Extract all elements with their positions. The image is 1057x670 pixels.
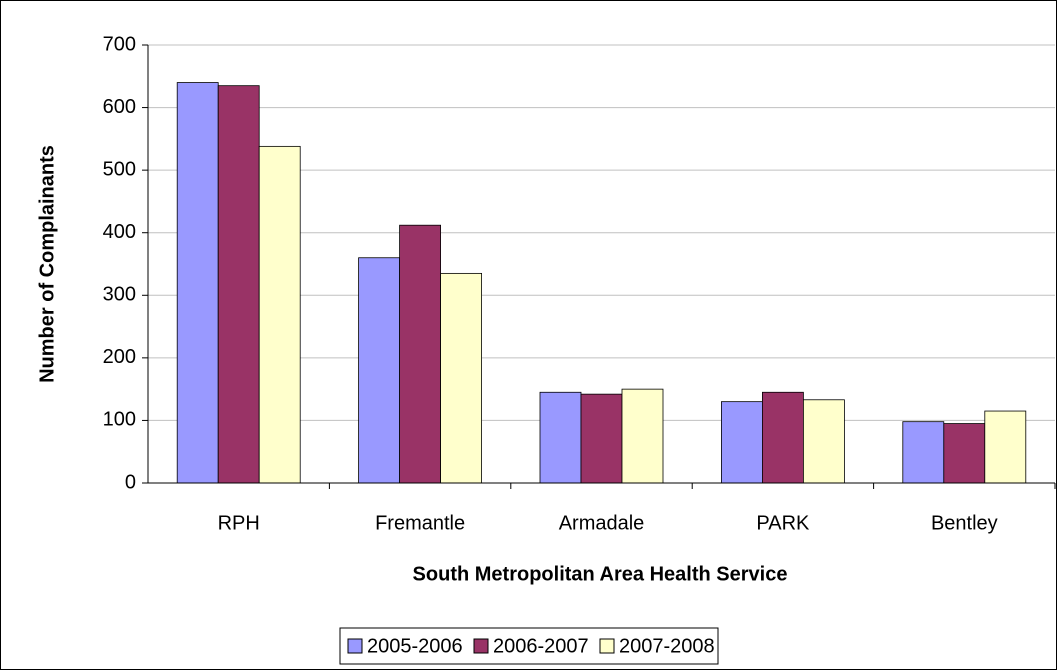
bar <box>258 145 301 484</box>
bar <box>440 272 483 484</box>
bar <box>580 393 623 484</box>
y-tick-label: 400 <box>103 221 136 243</box>
x-tick-label: Bentley <box>931 512 998 534</box>
bar <box>176 82 219 484</box>
y-tick-label: 300 <box>103 284 136 306</box>
x-tick-label: PARK <box>756 512 810 534</box>
bar <box>217 85 260 484</box>
bar <box>902 421 945 484</box>
legend-box <box>339 627 719 665</box>
y-tick-label: 100 <box>103 409 136 431</box>
bar <box>803 399 845 484</box>
x-tick-label: Fremantle <box>375 512 465 534</box>
x-axis-title: South Metropolitan Area Health Service <box>413 563 788 585</box>
y-tick-label: 200 <box>103 346 136 368</box>
bar <box>399 224 442 484</box>
y-axis-title: Number of Complainants <box>36 145 58 383</box>
y-tick-label: 600 <box>103 96 136 118</box>
y-tick-label: 0 <box>125 471 136 493</box>
legend-label: 2006-2007 <box>493 635 589 657</box>
legend-label: 2005-2006 <box>367 635 463 657</box>
bar <box>539 391 582 484</box>
y-tick-label: 700 <box>103 33 136 55</box>
legend-label: 2007-2008 <box>619 635 715 657</box>
bar <box>721 401 763 484</box>
x-tick-label: RPH <box>218 512 260 534</box>
legend-swatch <box>473 638 489 654</box>
x-tick-label: Armadale <box>559 512 645 534</box>
legend-swatch <box>599 638 615 654</box>
bar <box>762 391 804 484</box>
y-tick-label: 500 <box>103 158 136 180</box>
bar <box>984 410 1027 484</box>
bar <box>358 257 401 484</box>
bar <box>943 423 986 484</box>
bar <box>621 388 664 484</box>
legend-swatch <box>347 638 363 654</box>
